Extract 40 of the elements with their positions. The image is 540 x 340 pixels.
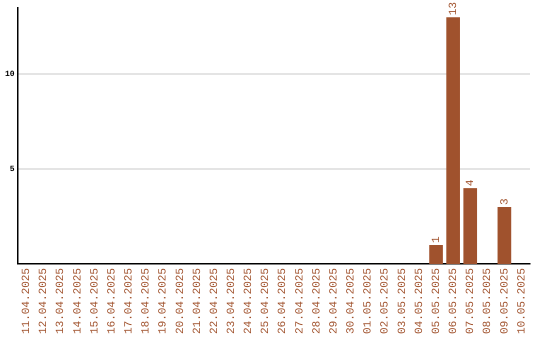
x-tick-label: 01.05.2025 (362, 268, 375, 334)
x-tick-label: 18.04.2025 (140, 268, 153, 334)
x-tick-label: 16.04.2025 (106, 268, 118, 334)
x-tick-label: 24.04.2025 (243, 268, 256, 334)
bar (498, 207, 512, 264)
x-tick-label: 08.05.2025 (482, 268, 494, 334)
data-label: 13 (448, 2, 460, 16)
data-label: 1 (430, 236, 443, 244)
x-tick-label: 21.04.2025 (192, 268, 204, 334)
x-tick-label: 07.05.2025 (465, 268, 478, 334)
x-tick-label: 26.04.2025 (277, 268, 290, 334)
x-tick-label: 28.04.2025 (311, 268, 324, 334)
bar (446, 17, 460, 264)
x-tick-label: 10.05.2025 (516, 268, 528, 334)
x-tick-label: 13.04.2025 (55, 268, 68, 334)
x-tick-label: 15.04.2025 (89, 268, 102, 334)
y-tick-label: 5 (10, 165, 15, 174)
x-tick-label: 27.04.2025 (294, 268, 306, 334)
x-tick-label: 03.05.2025 (396, 268, 409, 334)
x-tick-label: 06.05.2025 (448, 268, 460, 334)
x-tick-label: 11.04.2025 (21, 268, 34, 334)
bar (429, 245, 443, 264)
x-tick-label: 25.04.2025 (260, 268, 272, 334)
x-tick-label: 20.04.2025 (174, 268, 187, 334)
x-tick-label: 19.04.2025 (158, 268, 170, 334)
x-tick-label: 04.05.2025 (414, 268, 426, 334)
x-tick-label: 05.05.2025 (430, 268, 443, 334)
x-tick-label: 02.05.2025 (380, 268, 392, 334)
y-tick-label: 10 (4, 70, 15, 80)
data-label: 3 (499, 198, 512, 206)
x-tick-label: 12.04.2025 (38, 268, 50, 334)
data-label: 4 (465, 179, 478, 186)
x-tick-label: 23.04.2025 (226, 268, 238, 334)
x-tick-label: 29.04.2025 (328, 268, 340, 334)
x-tick-label: 09.05.2025 (499, 268, 512, 334)
x-tick-label: 30.04.2025 (346, 268, 358, 334)
x-tick-label: 22.04.2025 (208, 268, 221, 334)
x-tick-label: 14.04.2025 (72, 268, 84, 334)
x-tick-label: 17.04.2025 (124, 268, 136, 334)
bar (463, 188, 478, 264)
